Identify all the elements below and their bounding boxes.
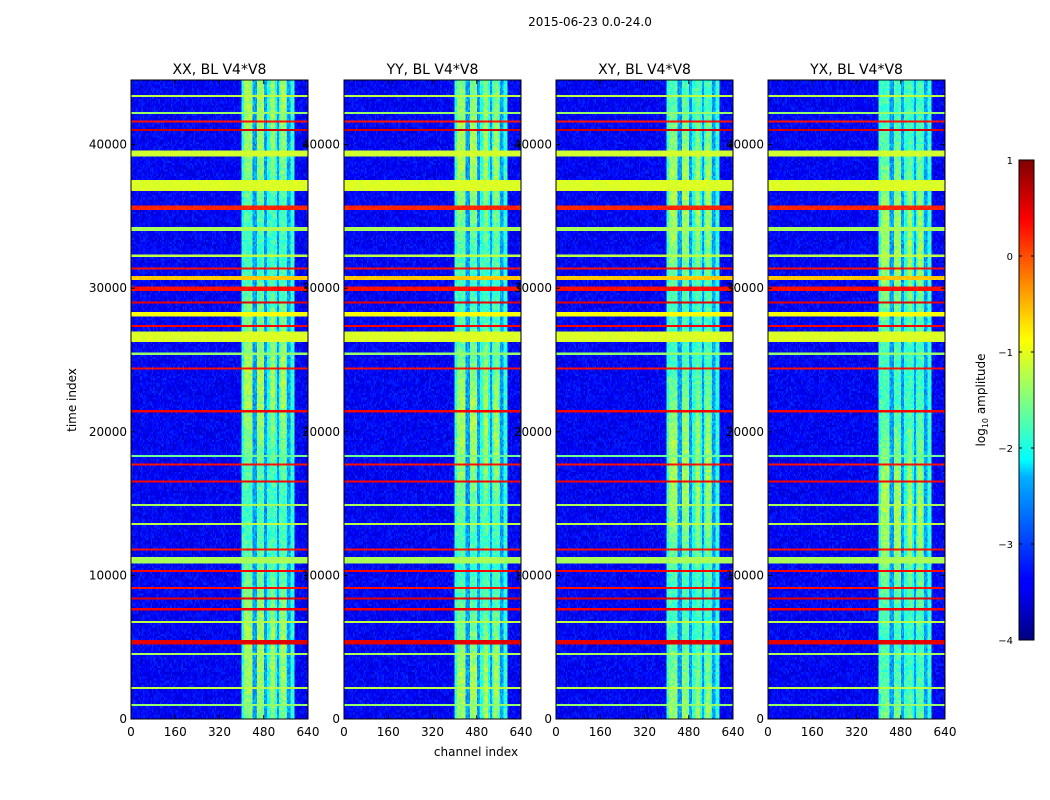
panel-title: XY, BL V4*V8 <box>598 62 691 78</box>
colorbar-label: log10 amplitude <box>974 354 990 447</box>
colorbar-tick-label: 1 <box>1007 156 1013 167</box>
y-tick-label: 30000 <box>302 281 340 295</box>
colorbar-tick-label: −1 <box>998 348 1013 359</box>
y-tick-label: 20000 <box>89 425 127 439</box>
panel-3: YX, BL V4*V8 0 160 320 480 640 0 10000 20000 3000… <box>726 62 957 739</box>
y-tick-label: 0 <box>119 712 127 726</box>
y-tick-label: 20000 <box>514 425 552 439</box>
y-tick-label: 30000 <box>514 281 552 295</box>
x-tick-label: 160 <box>164 725 187 739</box>
x-tick-label: 320 <box>421 725 444 739</box>
x-tick-label: 640 <box>934 725 957 739</box>
colorbar-tick-label: −3 <box>998 540 1013 551</box>
heatmap-image <box>768 80 945 719</box>
colorbar-label-base: 10 <box>981 418 990 428</box>
colorbar-gradient <box>1018 159 1035 641</box>
x-tick-label: 320 <box>208 725 231 739</box>
x-tick-label: 480 <box>889 725 912 739</box>
heatmap-image <box>556 80 733 719</box>
x-tick-label: 0 <box>552 725 560 739</box>
y-tick-label: 40000 <box>726 138 764 152</box>
x-tick-label: 160 <box>377 725 400 739</box>
panel-title: YX, BL V4*V8 <box>809 62 903 78</box>
x-tick-label: 640 <box>297 725 320 739</box>
panel-0: XX, BL V4*V8 0 160 320 480 640 0 10000 20000 3000… <box>89 62 320 739</box>
x-tick-label: 320 <box>633 725 656 739</box>
figure-suptitle: 2015-06-23 0.0-24.0 <box>528 15 652 29</box>
y-tick-label: 10000 <box>726 568 764 582</box>
y-tick-label: 40000 <box>302 138 340 152</box>
x-tick-label: 160 <box>801 725 824 739</box>
y-tick-label: 40000 <box>89 138 127 152</box>
x-axis-label: channel index <box>434 745 518 759</box>
x-tick-label: 0 <box>764 725 772 739</box>
heatmap-image <box>344 80 521 719</box>
colorbar-label-rest: amplitude <box>974 354 988 418</box>
panel-title: YY, BL V4*V8 <box>386 62 479 78</box>
colorbar: 1 0 −1 −2 −3 −4 <box>998 156 1035 647</box>
x-tick-label: 0 <box>340 725 348 739</box>
y-tick-label: 40000 <box>514 138 552 152</box>
x-tick-label: 480 <box>677 725 700 739</box>
y-tick-label: 0 <box>332 712 340 726</box>
x-tick-label: 640 <box>510 725 533 739</box>
colorbar-tick-label: −4 <box>998 636 1013 647</box>
panel-title: XX, BL V4*V8 <box>173 62 267 78</box>
x-tick-label: 0 <box>127 725 135 739</box>
colorbar-label-log: log <box>974 428 988 446</box>
x-tick-label: 160 <box>589 725 612 739</box>
y-tick-label: 10000 <box>89 568 127 582</box>
y-tick-label: 0 <box>756 712 764 726</box>
heatmap-image <box>131 80 308 719</box>
heatmap-panels: XX, BL V4*V8 0 160 320 480 640 0 10000 20000 3000… <box>89 62 957 739</box>
panel-2: XY, BL V4*V8 0 160 320 480 640 0 10000 20000 3000… <box>514 62 745 739</box>
x-tick-label: 480 <box>465 725 488 739</box>
y-tick-label: 30000 <box>89 281 127 295</box>
y-tick-label: 20000 <box>726 425 764 439</box>
y-tick-label: 0 <box>544 712 552 726</box>
panel-1: YY, BL V4*V8 0 160 320 480 640 0 10000 20000 3000… <box>302 62 533 739</box>
x-tick-label: 320 <box>845 725 868 739</box>
colorbar-tick-label: 0 <box>1007 252 1013 263</box>
y-tick-label: 30000 <box>726 281 764 295</box>
y-tick-label: 20000 <box>302 425 340 439</box>
y-tick-label: 10000 <box>302 568 340 582</box>
y-tick-label: 10000 <box>514 568 552 582</box>
x-tick-label: 480 <box>252 725 275 739</box>
colorbar-tick-label: −2 <box>998 444 1013 455</box>
x-tick-label: 640 <box>722 725 745 739</box>
y-axis-label: time index <box>65 368 79 432</box>
